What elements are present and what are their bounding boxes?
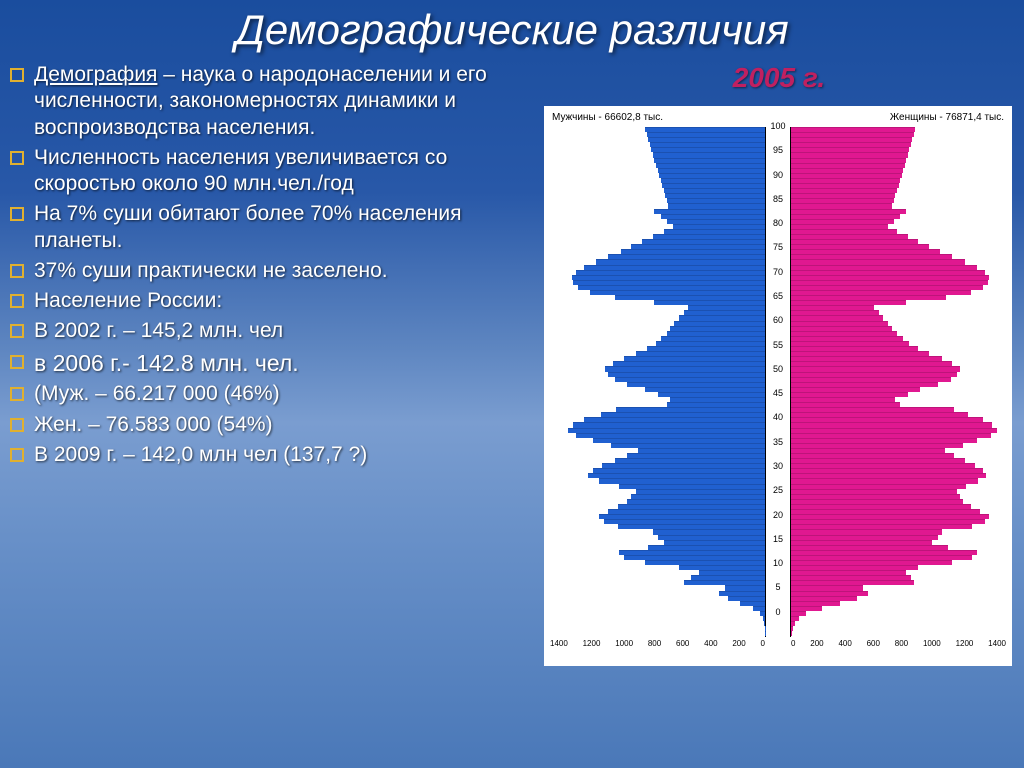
x-tick: 1200: [583, 639, 601, 648]
x-tick: 200: [810, 639, 823, 648]
bullet-text: 37% суши практически не заселено.: [34, 258, 388, 284]
x-tick: 800: [895, 639, 908, 648]
x-tick: 200: [732, 639, 745, 648]
x-tick: 600: [867, 639, 880, 648]
bullet-item: В 2002 г. – 145,2 млн. чел: [10, 318, 532, 344]
x-tick: 1000: [615, 639, 633, 648]
bullet-text: в 2006 г.- 142.8 млн. чел.: [34, 349, 299, 378]
bullet-text: В 2002 г. – 145,2 млн. чел: [34, 318, 283, 344]
x-tick: 1400: [988, 639, 1006, 648]
bullet-marker: [10, 68, 24, 82]
male-header: Мужчины - 66602,8 тыс.: [550, 112, 778, 123]
x-tick: 400: [704, 639, 717, 648]
bullet-item: В 2009 г. – 142,0 млн чел (137,7 ?): [10, 442, 532, 468]
bullet-text: Демография – наука о народонаселении и е…: [34, 62, 532, 141]
bullet-marker: [10, 151, 24, 165]
age-tick: 0: [766, 613, 790, 637]
bullet-item: Население России:: [10, 288, 532, 314]
bullet-item: Численность населения увеличивается со с…: [10, 145, 532, 198]
bullet-marker: [10, 448, 24, 462]
x-axis: 1400120010008006004002000 02004006008001…: [550, 639, 1006, 648]
age-axis: 1009590858075706560555045403530252015105…: [765, 127, 791, 637]
year-label: 2005 г.: [544, 62, 1014, 94]
bullet-item: в 2006 г.- 142.8 млн. чел.: [10, 349, 532, 378]
bullet-item: 37% суши практически не заселено.: [10, 258, 532, 284]
bullet-item: Демография – наука о народонаселении и е…: [10, 62, 532, 141]
bullet-text: Жен. – 76.583 000 (54%): [34, 412, 273, 438]
bullet-marker: [10, 355, 24, 369]
chart-column: 2005 г. Мужчины - 66602,8 тыс. Женщины -…: [544, 62, 1014, 666]
population-pyramid-chart: Мужчины - 66602,8 тыс. Женщины - 76871,4…: [544, 106, 1012, 666]
bullet-marker: [10, 294, 24, 308]
bullet-text: (Муж. – 66.217 000 (46%): [34, 381, 280, 407]
bullet-marker: [10, 324, 24, 338]
male-side: [550, 127, 765, 637]
female-side: [791, 127, 1006, 637]
pyramid-bar: [550, 631, 765, 636]
bullet-text: Численность населения увеличивается со с…: [34, 145, 532, 198]
bullet-item: Жен. – 76.583 000 (54%): [10, 412, 532, 438]
pyramid-bar: [791, 631, 1006, 636]
slide-title: Демографические различия: [0, 0, 1024, 54]
x-tick: 1000: [923, 639, 941, 648]
bullet-item: (Муж. – 66.217 000 (46%): [10, 381, 532, 407]
bullet-marker: [10, 207, 24, 221]
x-tick: 600: [676, 639, 689, 648]
x-tick: 1200: [956, 639, 974, 648]
bullet-text: В 2009 г. – 142,0 млн чел (137,7 ?): [34, 442, 367, 468]
bullet-marker: [10, 264, 24, 278]
female-header: Женщины - 76871,4 тыс.: [778, 112, 1006, 123]
bullet-list: Демография – наука о народонаселении и е…: [10, 62, 532, 666]
bullet-text: На 7% суши обитают более 70% населения п…: [34, 201, 532, 254]
x-tick: 1400: [550, 639, 568, 648]
x-tick: 800: [648, 639, 661, 648]
x-tick: 0: [791, 639, 795, 648]
bullet-text: Население России:: [34, 288, 222, 314]
pyramid-area: 1009590858075706560555045403530252015105…: [550, 127, 1006, 637]
bullet-marker: [10, 418, 24, 432]
bullet-marker: [10, 387, 24, 401]
bullet-item: На 7% суши обитают более 70% населения п…: [10, 201, 532, 254]
content-area: Демография – наука о народонаселении и е…: [0, 54, 1024, 666]
x-tick: 400: [838, 639, 851, 648]
